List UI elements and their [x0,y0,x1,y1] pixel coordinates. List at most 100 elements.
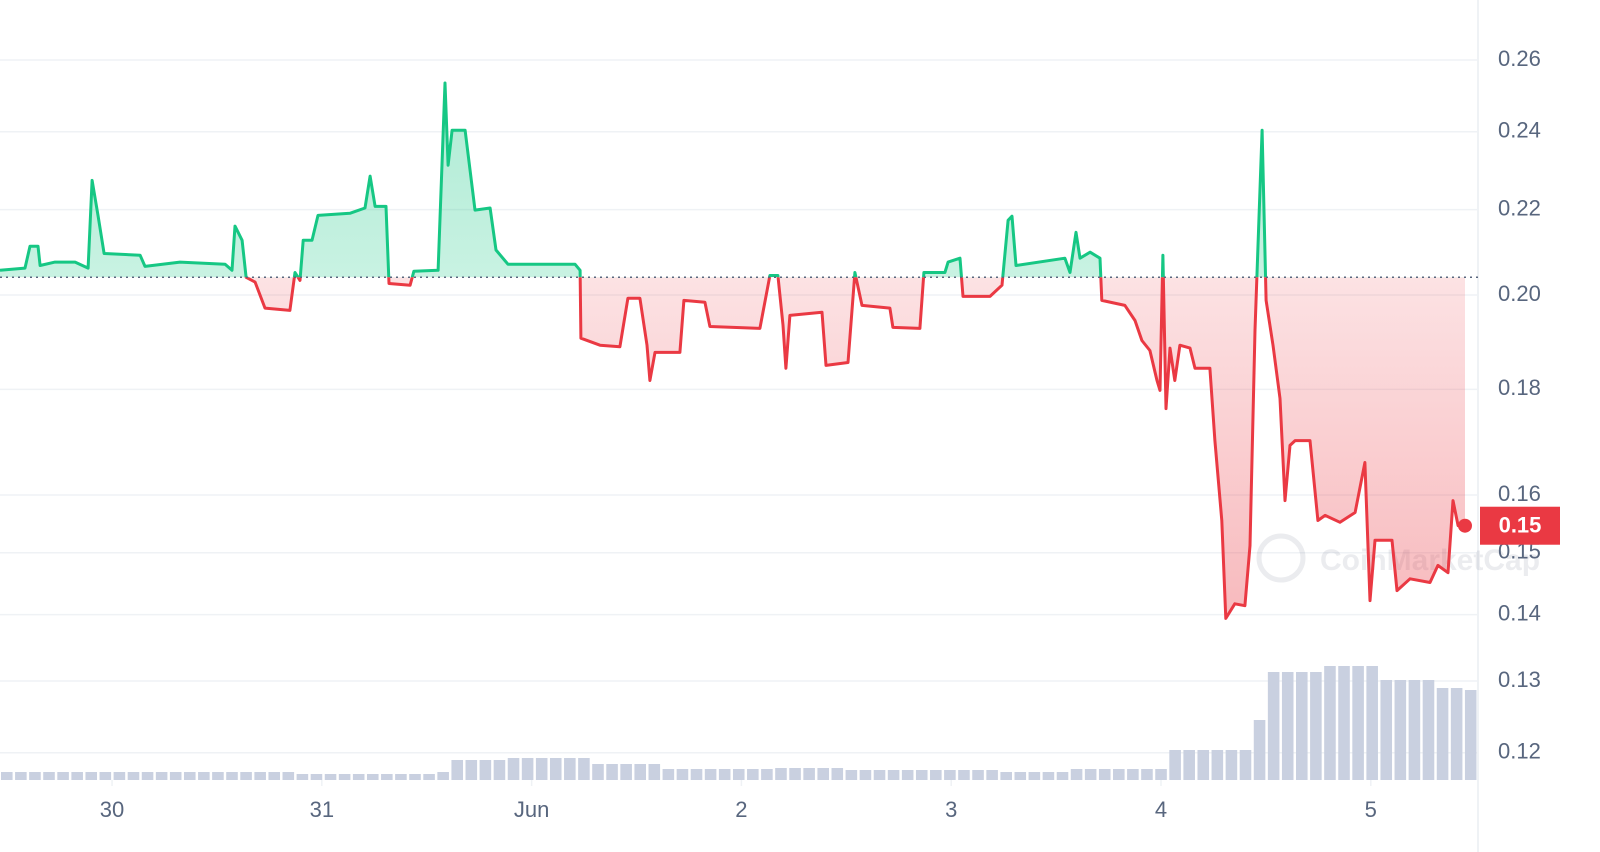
y-tick-label: 0.18 [1498,375,1541,400]
volume-bar [1296,672,1308,780]
volume-bar [817,768,829,780]
volume-bar [212,772,224,780]
volume-bar [507,758,520,780]
volume-bar [1450,688,1463,780]
volume-bar [634,764,647,780]
volume-bar [437,772,449,780]
volume-bar [1084,769,1097,780]
volume-bar [493,760,506,780]
volume-bar [1422,680,1435,780]
volume-bar [1028,772,1041,780]
volume-bar [915,770,928,780]
volume-bar [423,774,435,780]
volume-bar [366,774,379,780]
volume-bar [1042,772,1055,780]
volume-bar [1,772,13,780]
volume-bar [845,770,858,780]
volume-bar [254,772,266,780]
volume-bar [1169,750,1181,780]
volume-bar [183,772,196,780]
volume-bar [1366,666,1378,780]
volume-bar [676,769,689,780]
volume-bar [732,769,745,780]
volume-bar [479,760,492,780]
volume-bar [1197,750,1210,780]
volume-bar [803,768,815,780]
volume-bar [1070,769,1083,780]
volume-bar [704,769,717,780]
volume-bar [1436,688,1449,780]
x-tick-label: 30 [100,797,124,822]
volume-bar [718,769,731,780]
price-badge [1480,506,1560,545]
volume-bar [606,764,618,780]
watermark-logo [1256,533,1306,583]
volume-bar [57,772,69,780]
volume-bar [1394,680,1407,780]
volume-bar [296,774,309,780]
volume-bar [859,770,872,780]
y-tick-label: 0.14 [1498,600,1541,625]
volume-bar [381,774,393,780]
volume-bar [324,774,337,780]
volume-bar [282,772,295,780]
volume-bar [1113,769,1125,780]
volume-bar [113,772,126,780]
volume-bar [1183,750,1195,780]
area-up [0,83,1465,278]
volume-bar [535,758,548,780]
volume-bar [155,772,168,780]
volume-bar [1253,720,1266,780]
y-tick-label: 0.12 [1498,739,1541,764]
y-tick-label: 0.16 [1498,481,1541,506]
volume-bar [1408,680,1421,780]
y-tick-label: 0.22 [1498,195,1541,220]
volume-bar [958,770,970,780]
volume-bar [409,774,421,780]
x-tick-label: 2 [735,797,747,822]
y-tick-label: 0.24 [1498,118,1541,143]
volume-bar [1211,750,1224,780]
price-line-up [0,81,1268,278]
volume-bar [578,758,590,780]
volume-bar [662,769,675,780]
volume-bar [789,768,801,780]
volume-bar [1267,672,1280,780]
y-tick-label: 0.26 [1498,46,1541,71]
volume-bar [1225,750,1238,780]
y-tick-label: 0.13 [1498,667,1541,692]
volume-bar [43,772,55,780]
volume-bar [521,758,534,780]
volume-bar [240,772,252,780]
volume-bar [648,764,661,780]
price-badge-label: 0.15 [1499,513,1542,538]
volume-bar [1000,772,1012,780]
volume-bar [1352,666,1364,780]
volume-bar [1056,772,1069,780]
volume-bar [71,772,83,780]
volume-bar [690,769,703,780]
volume-bar [127,772,140,780]
volume-bar [972,770,984,780]
volume-bar [465,760,478,780]
volume-bar [395,774,407,780]
x-tick-label: 4 [1155,797,1167,822]
area-down [246,277,1465,619]
volume-bar [15,772,27,780]
volume-bar [761,769,773,780]
volume-bar [986,770,998,780]
x-tick-label: Jun [514,797,549,822]
volume-bar [1464,690,1477,780]
volume-bar [620,764,632,780]
x-tick-label: 31 [310,797,334,822]
volume-bar [831,768,844,780]
volume-bar [198,772,210,780]
volume-bar [226,772,238,780]
volume-bar [873,770,886,780]
volume-bar [1239,750,1252,780]
volume-bar [1155,769,1167,780]
volume-bar [1127,769,1139,780]
y-tick-label: 0.20 [1498,281,1541,306]
